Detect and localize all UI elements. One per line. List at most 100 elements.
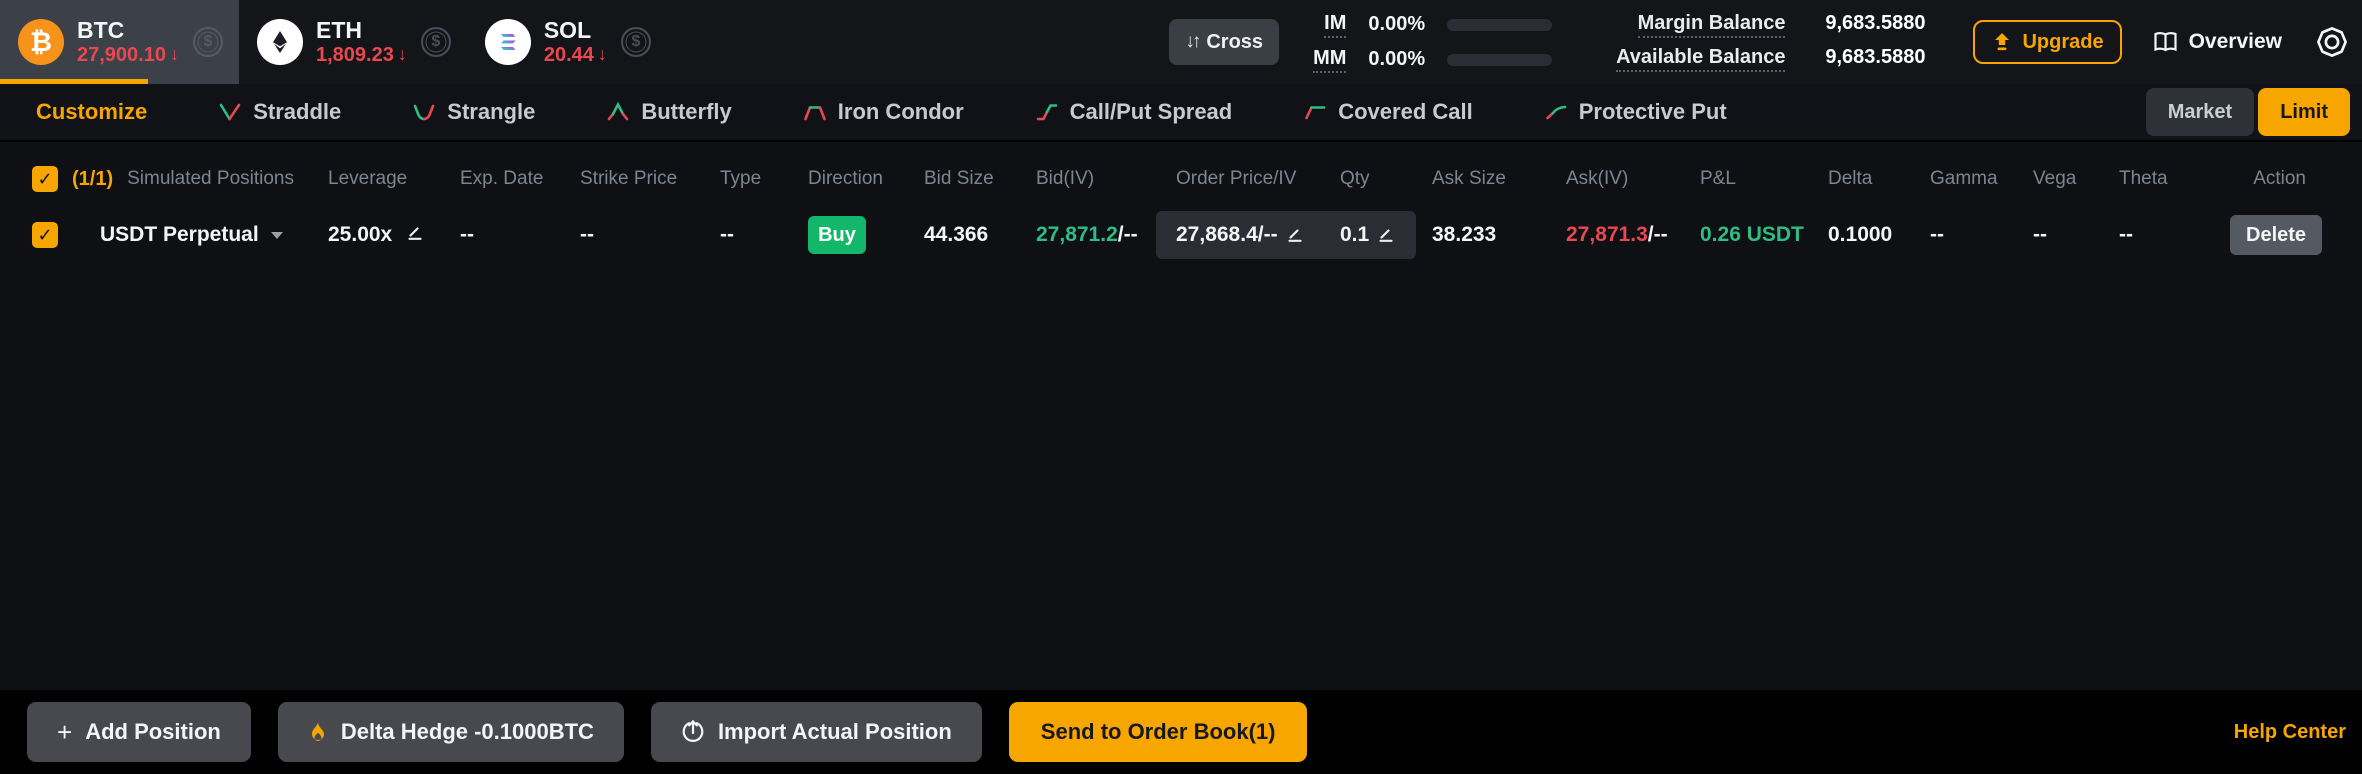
select-all-checkbox[interactable] [32,166,58,192]
margin-mode-button[interactable]: ↓↑ Cross [1169,19,1280,65]
type-cell: -- [720,223,734,246]
edit-icon[interactable] [1287,227,1303,243]
tab-protective-put[interactable]: Protective Put [1543,99,1727,125]
tab-covered-call[interactable]: Covered Call [1302,99,1473,125]
call-put-spread-payoff-icon [1036,104,1057,121]
butterfly-payoff-icon [608,101,629,121]
available-balance-row: Available Balance 9,683.5880 [1616,46,1925,72]
order-type-toggle: Market Limit [2145,88,2350,136]
bid-iv-cell[interactable]: 27,871.2/-- [1036,223,1138,246]
im-value: 0.00% [1368,13,1426,35]
price-down-icon: ↓ [597,43,607,64]
available-balance-label[interactable]: Available Balance [1616,46,1786,72]
col-action: Action [2253,168,2306,189]
theta-cell: -- [2119,223,2133,246]
edit-icon[interactable] [407,225,423,241]
margin-balance-row: Margin Balance 9,683.5880 [1616,12,1925,38]
protective-put-payoff-icon [1545,105,1567,120]
delete-button[interactable]: Delete [2230,215,2323,255]
tab-call-put-spread[interactable]: Call/Put Spread [1034,99,1232,125]
usd-coin-icon: $ [420,27,451,57]
row-checkbox[interactable] [32,222,58,248]
col-theta: Theta [2119,168,2168,189]
col-gamma: Gamma [1930,168,1998,189]
ticker-price: 1,809.23 ↓ [315,43,407,66]
gamma-cell: -- [1930,223,1944,246]
ticker-eth[interactable]: ETH 1,809.23 ↓ $ [239,0,467,84]
ask-size-cell: 38.233 [1432,223,1497,246]
eth-coin-icon [256,19,303,65]
leverage-cell[interactable]: 25.00x [328,223,460,247]
price-down-icon: ↓ [397,43,407,64]
col-bid-size: Bid Size [924,168,994,189]
strategy-tab-bar: Customize Straddle Strangle Butterfly Ir… [0,84,2362,142]
tab-iron-condor[interactable]: Iron Condor [802,99,964,125]
delta-cell: 0.1000 [1828,223,1893,246]
col-type: Type [720,168,762,189]
col-vega: Vega [2033,168,2077,189]
covered-call-payoff-icon [1305,106,1326,120]
sol-coin-icon [484,19,531,65]
ticker-price: 27,900.10 ↓ [77,43,179,66]
strike-price-cell: -- [580,223,594,246]
instrument-select[interactable]: USDT Perpetual [100,223,283,247]
ticker-price: 20.44 ↓ [543,43,607,66]
book-icon [2153,32,2177,52]
action-bar: + Add Position Delta Hedge -0.1000BTC Im… [0,690,2362,774]
help-center-link[interactable]: Help Center [2233,720,2346,743]
col-simulated-positions: Simulated Positions [127,168,294,189]
col-ask-iv: Ask(IV) [1566,168,1629,189]
im-label[interactable]: IM [1324,12,1347,38]
bid-size-cell: 44.366 [924,223,989,246]
pnl-cell: 0.26 USDT [1700,223,1804,246]
editable-order-group: 27,868.4/-- 0.1 [1156,211,1416,259]
order-type-market[interactable]: Market [2145,88,2255,136]
upgrade-button[interactable]: Upgrade [1973,20,2122,64]
straddle-payoff-icon [219,103,241,121]
add-position-button[interactable]: + Add Position [27,702,251,762]
ticker-tabs: ₿ BTC 27,900.10 ↓ $ ETH 1,809.23 ↓ $ [0,0,667,84]
edit-icon[interactable] [1378,227,1394,243]
table-header-row: (1/1) Simulated Positions Leverage Exp. … [0,156,2362,202]
delta-hedge-button[interactable]: Delta Hedge -0.1000BTC [277,702,624,762]
margin-ratio-panel: IM 0.00% MM 0.00% [1313,12,1553,73]
vega-cell: -- [2033,223,2047,246]
overview-button[interactable]: Overview [2152,30,2282,54]
col-pnl: P&L [1700,168,1736,189]
order-price-cell[interactable]: 27,868.4/-- [1156,223,1340,247]
transfer-arrows-icon: ↓↑ [1185,31,1201,52]
margin-balance-value: 9,683.5880 [1825,12,1926,34]
ask-iv-cell[interactable]: 27,871.3/-- [1566,223,1668,246]
col-leverage: Leverage [328,168,408,189]
col-exp-date: Exp. Date [460,168,544,189]
mm-progress-bar [1447,53,1553,66]
price-down-icon: ↓ [169,43,179,64]
strangle-payoff-icon [413,104,435,121]
tab-butterfly[interactable]: Butterfly [605,99,732,125]
tab-strangle[interactable]: Strangle [411,99,535,125]
flame-icon [311,721,324,741]
send-to-order-book-button[interactable]: Send to Order Book(1) [1008,702,1308,762]
qty-cell[interactable]: 0.1 [1340,223,1416,247]
order-type-limit[interactable]: Limit [2258,88,2350,136]
col-qty: Qty [1340,168,1370,189]
exp-date-cell: -- [460,223,474,246]
usd-coin-icon: $ [620,27,651,57]
margin-balance-label[interactable]: Margin Balance [1637,12,1786,38]
direction-buy-button[interactable]: Buy [808,216,866,254]
settings-gear-icon[interactable] [2316,26,2348,58]
tab-straddle[interactable]: Straddle [217,99,341,125]
ticker-sol[interactable]: SOL 20.44 ↓ $ [467,0,667,84]
im-progress-bar [1447,18,1553,31]
top-bar: ₿ BTC 27,900.10 ↓ $ ETH 1,809.23 ↓ $ [0,0,2362,84]
import-actual-position-button[interactable]: Import Actual Position [650,702,982,762]
ticker-btc[interactable]: ₿ BTC 27,900.10 ↓ $ [0,0,239,84]
mm-label[interactable]: MM [1313,47,1347,73]
ticker-symbol: ETH [315,17,362,44]
tab-customize[interactable]: Customize [36,99,148,124]
usd-coin-icon: $ [192,27,223,57]
active-ticker-indicator [0,79,148,84]
iron-condor-payoff-icon [803,106,826,121]
available-balance-value: 9,683.5880 [1825,46,1926,68]
